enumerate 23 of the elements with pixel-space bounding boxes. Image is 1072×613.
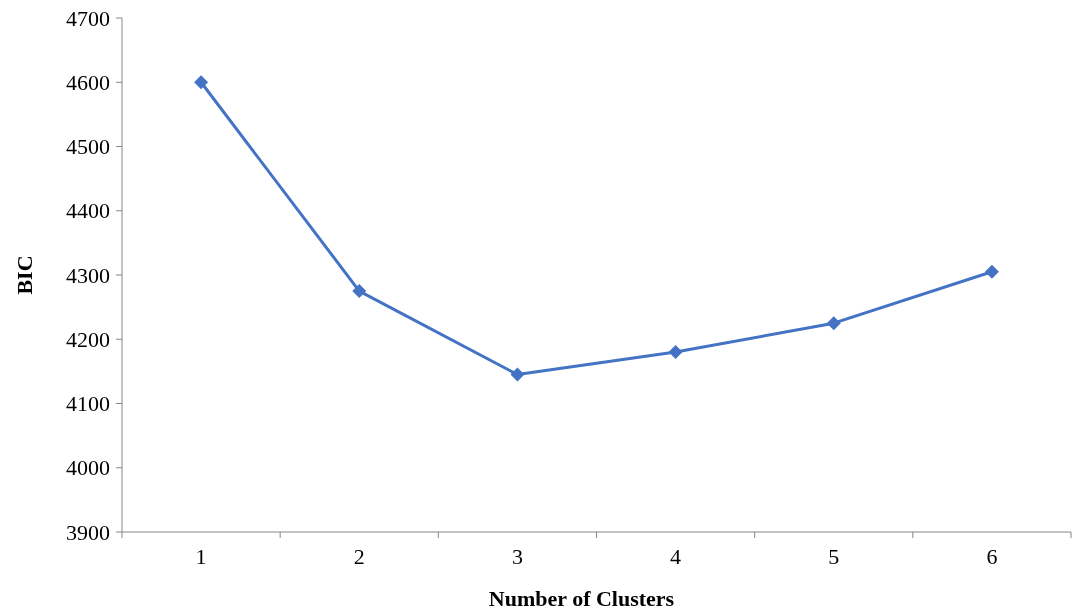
y-axis-title: BIC <box>12 255 37 295</box>
point <box>668 345 683 360</box>
y-tick-label: 4100 <box>66 391 110 417</box>
x-tick-label: 6 <box>986 544 998 569</box>
y-tick-label: 4000 <box>66 455 110 481</box>
x-tick-label: 2 <box>353 544 365 569</box>
y-tick-label: 4700 <box>66 5 110 31</box>
y-tick-label: 4300 <box>66 262 110 288</box>
y-tick-label: 4200 <box>66 326 110 352</box>
x-axis-title: Number of Clusters <box>488 586 675 611</box>
y-tick-label: 4600 <box>66 69 110 95</box>
x-tick-label: 5 <box>828 544 840 569</box>
point <box>510 367 525 382</box>
y-tick-label: 4500 <box>66 134 110 160</box>
y-tick-label: 3900 <box>66 519 110 545</box>
x-tick-label: 3 <box>511 544 523 569</box>
x-tick-label: 1 <box>195 544 207 569</box>
point <box>194 75 209 90</box>
point <box>352 284 367 299</box>
x-tick-label: 4 <box>670 544 682 569</box>
point <box>984 264 999 279</box>
point <box>826 316 841 331</box>
y-tick-label: 4400 <box>66 198 110 224</box>
